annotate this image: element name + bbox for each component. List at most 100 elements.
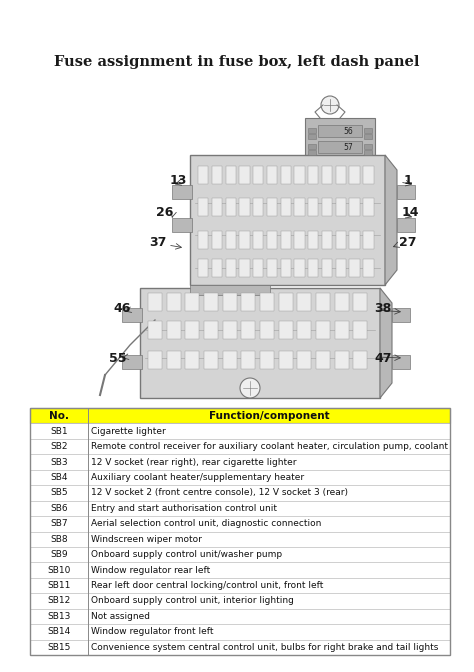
Text: SB4: SB4 bbox=[50, 473, 68, 482]
Bar bbox=[297, 293, 311, 311]
Text: Rear left door central locking/control unit, front left: Rear left door central locking/control u… bbox=[91, 581, 323, 590]
Bar bbox=[318, 125, 362, 137]
Bar bbox=[30, 501, 450, 516]
Bar bbox=[336, 198, 346, 216]
Text: SB10: SB10 bbox=[47, 566, 71, 575]
Bar bbox=[392, 355, 410, 369]
Text: SB6: SB6 bbox=[50, 504, 68, 513]
Text: SB13: SB13 bbox=[47, 612, 71, 621]
Bar bbox=[167, 351, 181, 369]
Bar bbox=[364, 150, 372, 155]
Bar bbox=[349, 198, 360, 216]
Text: SB5: SB5 bbox=[50, 489, 68, 497]
Bar bbox=[223, 293, 237, 311]
Bar bbox=[30, 423, 450, 439]
Text: 12 V socket 2 (front centre console), 12 V socket 3 (rear): 12 V socket 2 (front centre console), 12… bbox=[91, 489, 348, 497]
Bar bbox=[281, 231, 291, 249]
Bar bbox=[336, 166, 346, 184]
Bar bbox=[185, 293, 200, 311]
Bar bbox=[198, 231, 209, 249]
Bar bbox=[148, 351, 162, 369]
Bar bbox=[363, 166, 374, 184]
Bar bbox=[122, 355, 142, 369]
Text: 27: 27 bbox=[399, 237, 417, 249]
Bar bbox=[226, 198, 236, 216]
Bar bbox=[305, 118, 375, 163]
Bar bbox=[267, 198, 277, 216]
Bar bbox=[308, 166, 319, 184]
Bar bbox=[335, 293, 349, 311]
Bar bbox=[226, 166, 236, 184]
Polygon shape bbox=[385, 155, 397, 285]
Bar bbox=[364, 134, 372, 139]
Text: Cigarette lighter: Cigarette lighter bbox=[91, 427, 166, 435]
Bar bbox=[297, 351, 311, 369]
Text: Remote control receiver for auxiliary coolant heater, circulation pump, coolant: Remote control receiver for auxiliary co… bbox=[91, 442, 448, 451]
Bar bbox=[253, 259, 264, 277]
Bar bbox=[353, 293, 367, 311]
Text: SB11: SB11 bbox=[47, 581, 71, 590]
Text: 1: 1 bbox=[404, 173, 412, 187]
Bar bbox=[204, 321, 218, 339]
Bar bbox=[30, 470, 450, 485]
Bar bbox=[308, 198, 319, 216]
Bar bbox=[336, 259, 346, 277]
Bar bbox=[349, 259, 360, 277]
Text: Convenience system central control unit, bulbs for right brake and tail lights: Convenience system central control unit,… bbox=[91, 643, 438, 652]
Bar bbox=[239, 166, 250, 184]
Text: Fuse assignment in fuse box, left dash panel: Fuse assignment in fuse box, left dash p… bbox=[54, 55, 420, 69]
Bar bbox=[198, 259, 209, 277]
Bar bbox=[30, 408, 450, 655]
Text: 56: 56 bbox=[343, 126, 353, 136]
Bar bbox=[294, 198, 305, 216]
Bar bbox=[204, 293, 218, 311]
Bar bbox=[260, 293, 274, 311]
Bar bbox=[363, 231, 374, 249]
Bar bbox=[30, 454, 450, 470]
Bar bbox=[212, 231, 222, 249]
Bar bbox=[223, 351, 237, 369]
Bar bbox=[212, 198, 222, 216]
Bar bbox=[297, 321, 311, 339]
Text: SB14: SB14 bbox=[47, 628, 71, 636]
Text: 13: 13 bbox=[169, 173, 187, 187]
Bar bbox=[30, 624, 450, 640]
Circle shape bbox=[321, 96, 339, 114]
Bar bbox=[226, 259, 236, 277]
Bar bbox=[190, 285, 270, 295]
Bar bbox=[172, 218, 192, 232]
Bar bbox=[172, 185, 192, 199]
Bar bbox=[212, 166, 222, 184]
Text: SB9: SB9 bbox=[50, 550, 68, 559]
Bar bbox=[167, 293, 181, 311]
Bar bbox=[239, 198, 250, 216]
Bar bbox=[260, 321, 274, 339]
Bar bbox=[316, 293, 330, 311]
Text: Onboard supply control unit, interior lighting: Onboard supply control unit, interior li… bbox=[91, 597, 294, 605]
Bar bbox=[322, 166, 332, 184]
Bar bbox=[364, 128, 372, 133]
Bar bbox=[30, 547, 450, 562]
Bar bbox=[223, 321, 237, 339]
Bar bbox=[349, 166, 360, 184]
Text: 14: 14 bbox=[401, 206, 419, 218]
Text: SB3: SB3 bbox=[50, 458, 68, 466]
Bar bbox=[212, 259, 222, 277]
Bar bbox=[294, 259, 305, 277]
Bar bbox=[335, 321, 349, 339]
Bar bbox=[267, 259, 277, 277]
Text: Aerial selection control unit, diagnostic connection: Aerial selection control unit, diagnosti… bbox=[91, 519, 321, 528]
Bar bbox=[308, 128, 316, 133]
Bar bbox=[260, 351, 274, 369]
Text: 12 V socket (rear right), rear cigarette lighter: 12 V socket (rear right), rear cigarette… bbox=[91, 458, 297, 466]
Bar bbox=[281, 166, 291, 184]
Bar bbox=[239, 259, 250, 277]
Bar bbox=[308, 259, 319, 277]
Bar bbox=[336, 231, 346, 249]
Bar bbox=[335, 351, 349, 369]
Bar bbox=[322, 259, 332, 277]
Bar bbox=[185, 321, 200, 339]
Bar bbox=[30, 640, 450, 655]
Text: SB8: SB8 bbox=[50, 535, 68, 544]
Bar bbox=[122, 308, 142, 322]
